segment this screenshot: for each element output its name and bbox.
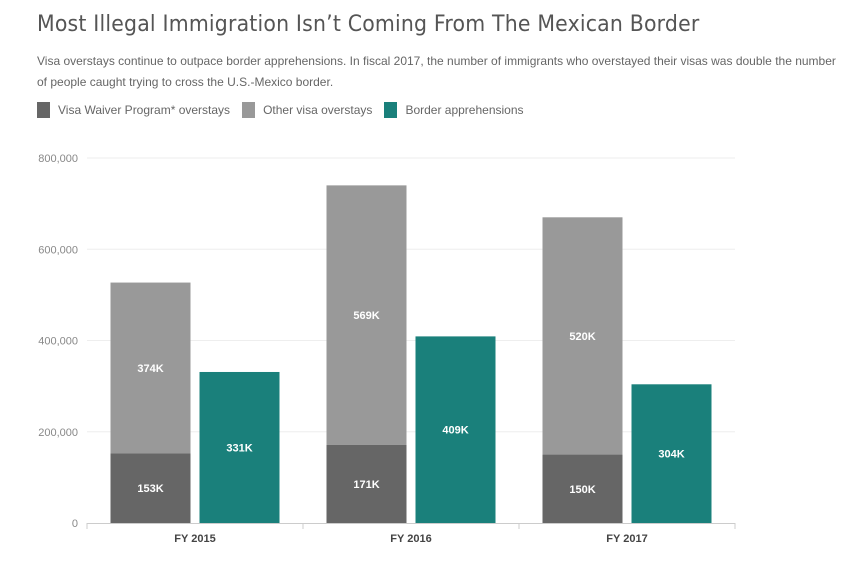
data-label: 409K bbox=[442, 425, 468, 437]
y-tick-label: 200,000 bbox=[38, 427, 78, 439]
legend-swatch bbox=[37, 102, 50, 118]
y-tick-label: 800,000 bbox=[38, 153, 78, 165]
y-tick-label: 0 bbox=[72, 518, 78, 530]
bar-border-2 bbox=[415, 336, 496, 523]
bar-border-2 bbox=[199, 371, 280, 523]
bar-border-2 bbox=[631, 384, 712, 523]
bar-overstays-0 bbox=[542, 454, 623, 523]
legend-item-visa-waiver[interactable]: Visa Waiver Program* overstays bbox=[37, 102, 230, 118]
data-label: 304K bbox=[658, 449, 684, 461]
chart-title: Most Illegal Immigration Isn’t Coming Fr… bbox=[37, 12, 700, 37]
data-label: 171K bbox=[353, 479, 379, 491]
chart-subtitle: Visa overstays continue to outpace borde… bbox=[37, 54, 836, 89]
bar-overstays-1 bbox=[542, 217, 623, 455]
bar-overstays-0 bbox=[326, 444, 407, 523]
x-tick-label: FY 2017 bbox=[606, 533, 647, 545]
data-label: 569K bbox=[353, 310, 379, 322]
x-tick-label: FY 2015 bbox=[174, 533, 215, 545]
data-label: 374K bbox=[137, 363, 163, 375]
legend-label: Visa Waiver Program* overstays bbox=[58, 103, 231, 117]
legend: Visa Waiver Program* overstays Other vis… bbox=[37, 102, 524, 118]
bar-overstays-0 bbox=[110, 453, 191, 523]
x-tick-label: FY 2016 bbox=[390, 533, 431, 545]
data-label: 331K bbox=[226, 442, 252, 454]
legend-swatch bbox=[384, 102, 398, 118]
legend-label: Border apprehensions bbox=[405, 103, 524, 117]
y-tick-label: 600,000 bbox=[38, 244, 78, 256]
bar-overstays-1 bbox=[326, 185, 407, 445]
legend-label: Other visa overstays bbox=[263, 103, 373, 117]
data-label: 150K bbox=[569, 484, 595, 496]
bar-overstays-1 bbox=[110, 282, 191, 454]
data-label: 520K bbox=[569, 331, 595, 343]
legend-item-other-visa[interactable]: Other visa overstays bbox=[242, 102, 372, 118]
legend-item-border[interactable]: Border apprehensions bbox=[384, 102, 524, 118]
data-label: 153K bbox=[137, 483, 163, 495]
y-tick-label: 400,000 bbox=[38, 336, 78, 348]
legend-swatch bbox=[242, 102, 256, 118]
